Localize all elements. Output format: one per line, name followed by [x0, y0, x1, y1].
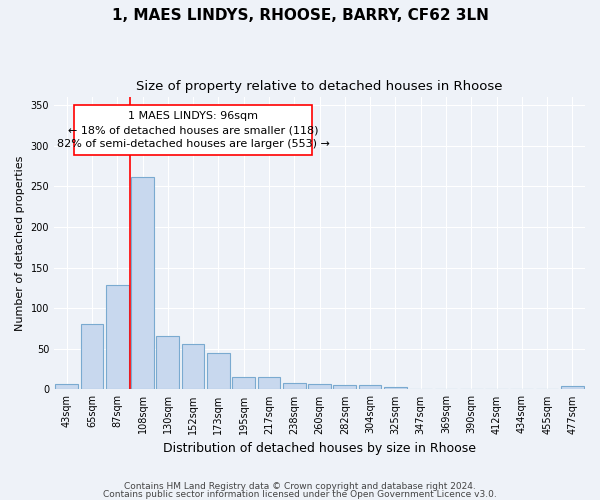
FancyBboxPatch shape [74, 105, 312, 156]
Text: 1, MAES LINDYS, RHOOSE, BARRY, CF62 3LN: 1, MAES LINDYS, RHOOSE, BARRY, CF62 3LN [112, 8, 488, 22]
Bar [232, 377, 255, 390]
Bar [359, 386, 382, 390]
Bar [283, 383, 305, 390]
Text: Contains HM Land Registry data © Crown copyright and database right 2024.: Contains HM Land Registry data © Crown c… [124, 482, 476, 491]
Bar [182, 344, 205, 390]
Bar [308, 384, 331, 390]
Title: Size of property relative to detached houses in Rhoose: Size of property relative to detached ho… [136, 80, 503, 93]
Bar [334, 386, 356, 390]
Y-axis label: Number of detached properties: Number of detached properties [15, 156, 25, 331]
Bar [106, 286, 128, 390]
Bar [207, 353, 230, 390]
Bar [157, 336, 179, 390]
Bar [384, 387, 407, 390]
Bar [257, 377, 280, 390]
Text: 1 MAES LINDYS: 96sqm
← 18% of detached houses are smaller (118)
82% of semi-deta: 1 MAES LINDYS: 96sqm ← 18% of detached h… [56, 112, 329, 150]
Bar [80, 324, 103, 390]
Bar [561, 386, 584, 390]
Text: Contains public sector information licensed under the Open Government Licence v3: Contains public sector information licen… [103, 490, 497, 499]
X-axis label: Distribution of detached houses by size in Rhoose: Distribution of detached houses by size … [163, 442, 476, 455]
Bar [55, 384, 78, 390]
Bar [131, 176, 154, 390]
